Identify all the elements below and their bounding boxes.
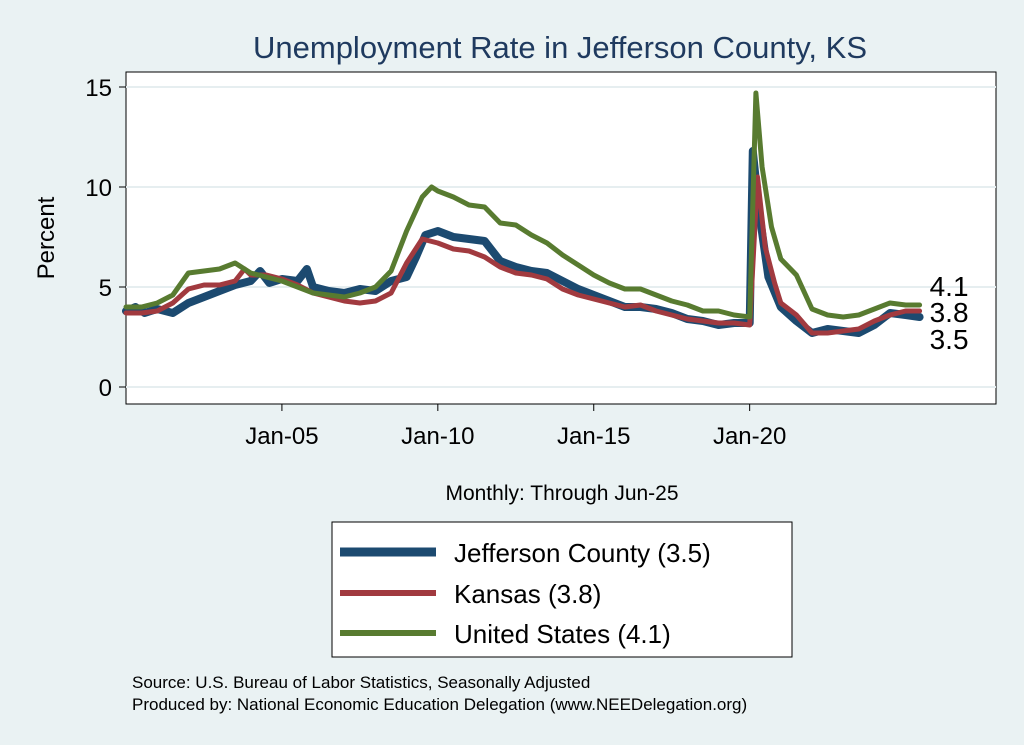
legend: Jefferson County (3.5) Kansas (3.8) Unit… — [331, 521, 793, 658]
x-tick-label-Jan-20: Jan-20 — [713, 423, 786, 450]
chart-title: Unemployment Rate in Jefferson County, K… — [253, 30, 867, 65]
series-line-us — [123, 90, 923, 320]
y-tick-label-0: 0 — [99, 375, 112, 402]
x-tick-label-Jan-15: Jan-15 — [557, 423, 630, 450]
y-tick-label-5: 5 — [99, 275, 112, 302]
x-axis-ticks: Jan-05 Jan-10 Jan-15 Jan-20 — [245, 404, 786, 450]
y-axis-ticks: 0 5 10 15 — [85, 75, 126, 402]
legend-label-kansas: Kansas (3.8) — [454, 579, 601, 609]
x-tick-label-Jan-10: Jan-10 — [401, 423, 474, 450]
end-label-us: 4.1 — [930, 271, 969, 302]
producer-note: Produced by: National Economic Education… — [132, 695, 747, 714]
y-axis-label: Percent — [33, 196, 60, 279]
y-tick-label-10: 10 — [85, 175, 112, 202]
plot-area — [125, 71, 997, 405]
legend-label-us: United States (4.1) — [454, 619, 671, 649]
x-axis-label: Monthly: Through Jun-25 — [445, 482, 678, 505]
x-tick-label-Jan-05: Jan-05 — [245, 423, 318, 450]
y-tick-label-15: 15 — [85, 75, 112, 102]
end-label-kansas: 3.8 — [930, 297, 969, 328]
legend-label-jefferson: Jefferson County (3.5) — [454, 538, 711, 568]
end-label-jefferson: 3.5 — [930, 324, 969, 355]
source-note: Source: U.S. Bureau of Labor Statistics,… — [132, 673, 590, 692]
series-lines — [122, 90, 924, 337]
end-value-labels: 4.13.83.5 — [930, 271, 969, 355]
